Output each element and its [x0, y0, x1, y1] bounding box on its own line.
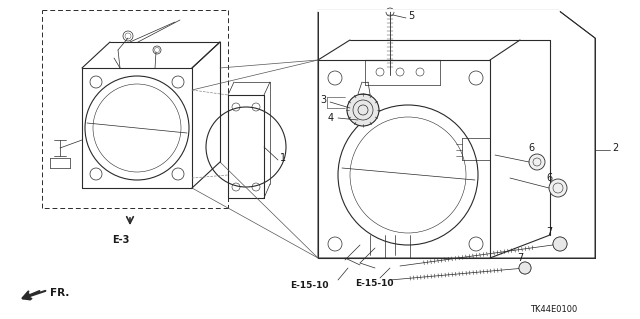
Text: FR.: FR.	[50, 288, 69, 298]
Circle shape	[347, 94, 379, 126]
Circle shape	[529, 154, 545, 170]
Text: TK44E0100: TK44E0100	[530, 306, 577, 315]
Text: 1: 1	[280, 153, 286, 163]
Text: E-3: E-3	[112, 235, 129, 245]
Text: 4: 4	[328, 113, 334, 123]
Circle shape	[549, 179, 567, 197]
Circle shape	[519, 262, 531, 274]
Circle shape	[553, 237, 567, 251]
Text: 6: 6	[546, 173, 552, 183]
Text: 5: 5	[408, 11, 414, 21]
Text: 7: 7	[517, 253, 524, 263]
Text: 3: 3	[320, 95, 326, 105]
FancyArrowPatch shape	[22, 291, 40, 299]
Text: 7: 7	[546, 227, 552, 237]
Text: E-15-10: E-15-10	[290, 280, 328, 290]
Circle shape	[553, 237, 567, 251]
Text: E-15-10: E-15-10	[355, 279, 394, 288]
Circle shape	[519, 262, 531, 274]
Text: 2: 2	[612, 143, 618, 153]
Text: 6: 6	[528, 143, 534, 153]
